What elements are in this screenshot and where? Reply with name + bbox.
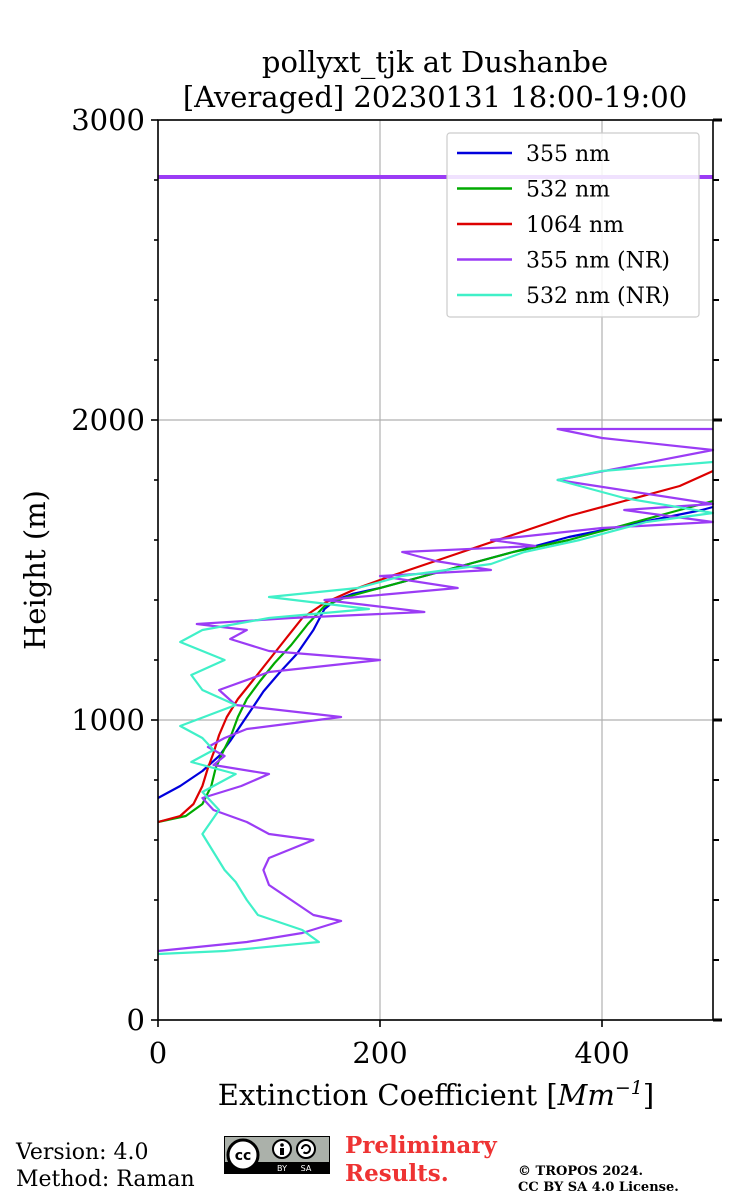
y-tick-label: 1000 — [71, 703, 145, 737]
x-axis-label: Extinction Coefficient [Mm−1] — [218, 1077, 654, 1112]
legend-label-4: 532 nm (NR) — [526, 284, 670, 309]
svg-text:BY: BY — [277, 1164, 287, 1173]
y-tick-label: 2000 — [71, 403, 145, 437]
y-tick-label: 3000 — [71, 103, 145, 137]
legend-label-0: 355 nm — [526, 142, 610, 167]
license-label: CC BY SA 4.0 License. — [518, 1180, 679, 1195]
x-tick-label: 200 — [352, 1036, 407, 1070]
copyright-label: © TROPOS 2024. — [518, 1164, 644, 1179]
legend-label-3: 355 nm (NR) — [526, 249, 670, 274]
svg-text:SA: SA — [301, 1164, 312, 1173]
series-line-1 — [157, 499, 714, 824]
svg-text:cc: cc — [235, 1148, 252, 1164]
legend-label-1: 532 nm — [526, 178, 610, 203]
x-tick-label: 400 — [574, 1036, 629, 1070]
chart-title-line2: [Averaged] 20230131 18:00-19:00 — [183, 80, 687, 114]
y-axis-label: Height (m) — [18, 490, 52, 650]
legend-box — [446, 132, 700, 318]
chart-title-line1: pollyxt_tjk at Dushanbe — [262, 45, 608, 80]
method-label: Method: Raman — [16, 1167, 195, 1192]
results-label: Results. — [345, 1160, 449, 1187]
series-line-4 — [157, 460, 715, 956]
legend: 355 nm 532 nm 1064 nm 355 nm (NR) 532 nm (NR… — [446, 132, 700, 318]
x-tick-label: 0 — [149, 1036, 167, 1070]
axis-ticks: 0 200 400 0 1000 2000 3000 — [71, 103, 722, 1070]
plot-frame — [157, 119, 714, 1021]
cc-by-sa-icon: cc BY SA — [224, 1136, 330, 1174]
series-line-3 — [157, 427, 715, 953]
extinction-chart: pollyxt_tjk at Dushanbe [Averaged] 20230… — [18, 45, 722, 1112]
legend-label-2: 1064 nm — [526, 213, 624, 238]
series-line-2 — [157, 469, 714, 824]
preliminary-label: Preliminary — [345, 1132, 497, 1159]
version-label: Version: 4.0 — [16, 1140, 149, 1165]
y-tick-label: 0 — [127, 1003, 145, 1037]
